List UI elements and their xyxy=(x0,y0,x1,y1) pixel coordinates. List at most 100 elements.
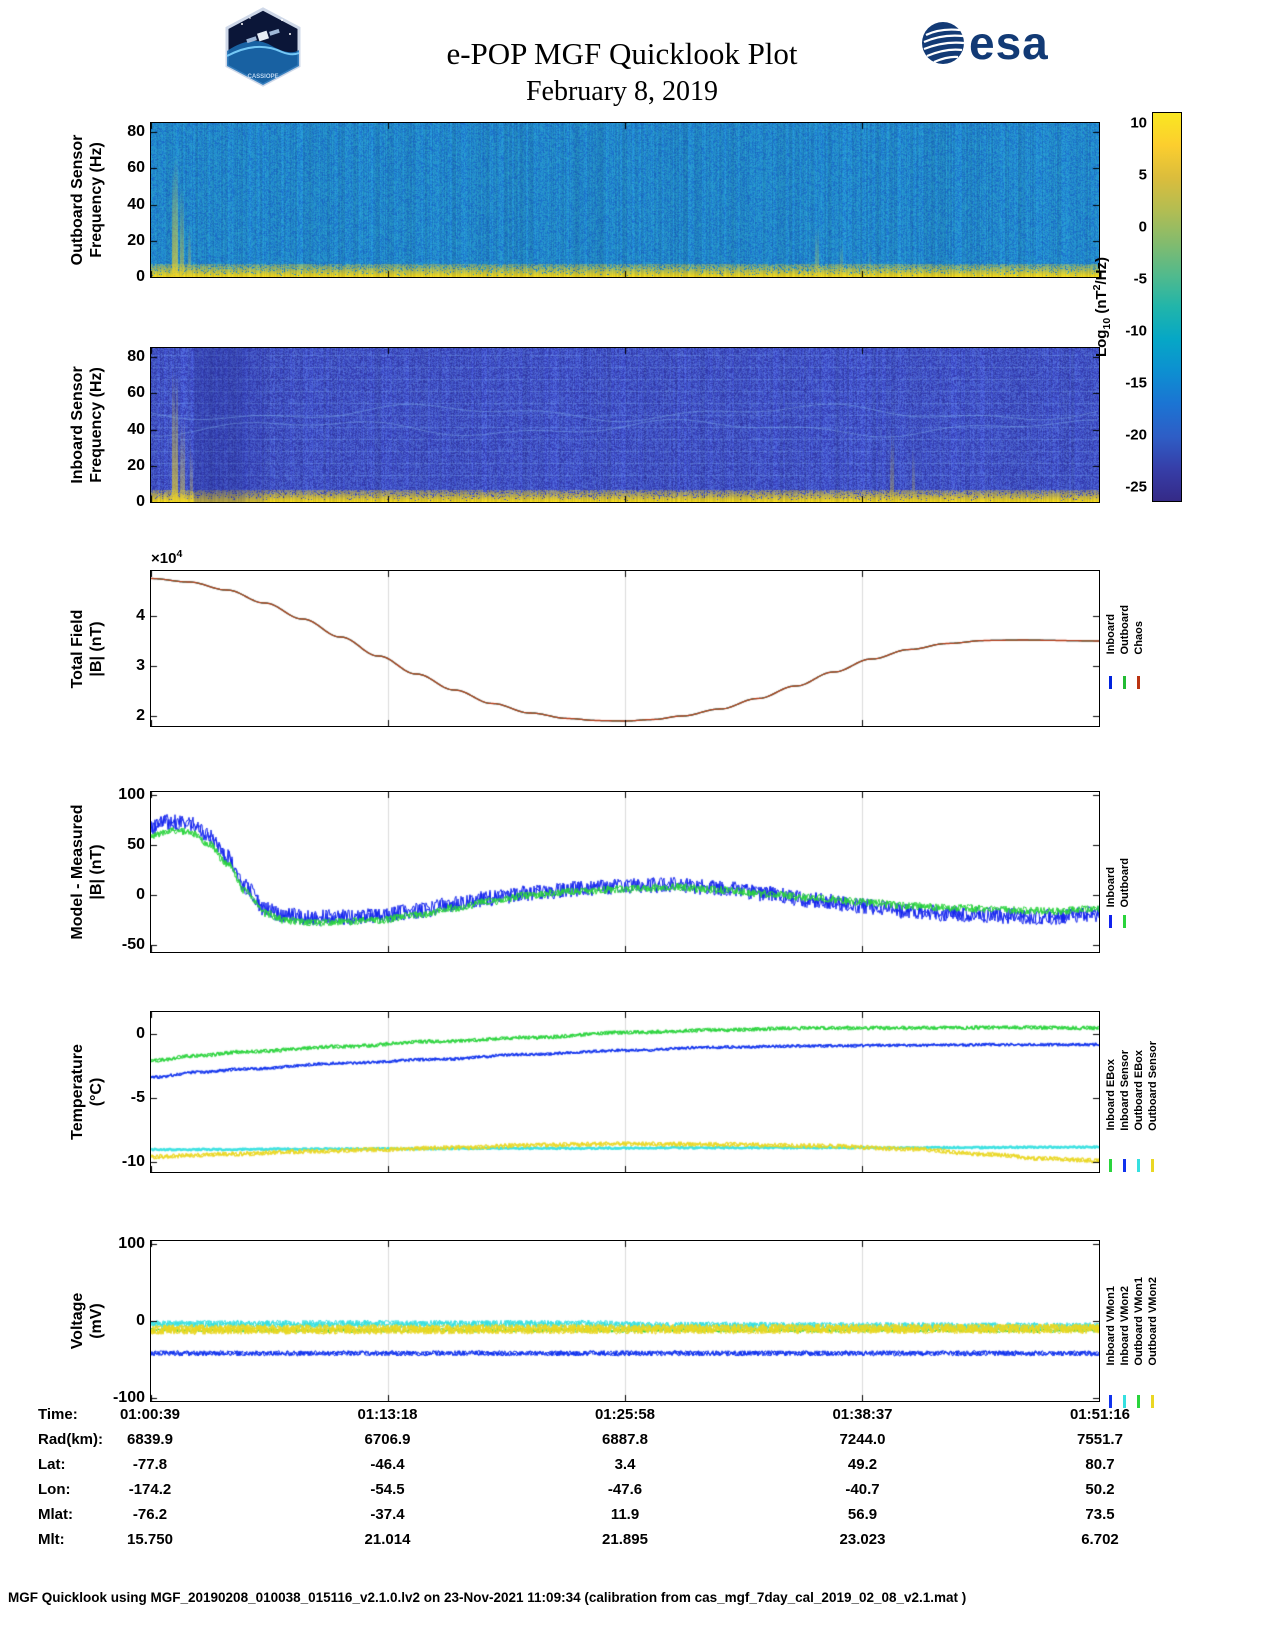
y-tick-label: 0 xyxy=(136,493,145,510)
legend-model-measured: Inboard Outboard xyxy=(1104,792,1131,952)
y-tick-labels: -50 0 50 100 xyxy=(101,786,145,953)
voltage-panel: Voltage (mV) 100 0 -100 Inboard VMon1 Inboa… xyxy=(69,1235,1159,1408)
legend-entry: Outboard xyxy=(1118,571,1131,726)
table-cell: 01:13:18 xyxy=(357,1406,418,1423)
table-cell: 73.5 xyxy=(1085,1506,1115,1523)
table-cell: 6839.9 xyxy=(127,1431,173,1448)
y-tick-labels: 0 20 40 60 80 xyxy=(101,348,145,510)
colorbar: 10 5 0 -5 -10 -15 -20 -25 xyxy=(1125,112,1182,502)
table-row: Rad(km): 6839.9 6706.9 6887.8 7244.0 7551.7 xyxy=(0,1431,1275,1456)
table-row: Mlat: -76.2 -37.4 11.9 56.9 73.5 xyxy=(0,1506,1275,1531)
model-minus-measured-panel: Model - Measured |B| (nT) -50 0 50 100 Inbo… xyxy=(69,786,1131,953)
legend-entry: Outboard xyxy=(1118,792,1131,952)
legend-total-field: Inboard Outboard Chaos xyxy=(1104,571,1145,726)
table-cell: 56.9 xyxy=(847,1506,878,1523)
patch-text: CASSIOPE xyxy=(247,74,278,80)
legend-entry: Outboard VMon2 xyxy=(1146,1241,1159,1408)
table-cell: 6706.9 xyxy=(364,1431,411,1448)
y-tick-label: 40 xyxy=(127,195,145,213)
temperature-canvas xyxy=(151,1012,1099,1172)
legend-temperature: Inboard EBox Inboard Sensor Outboard EBox O… xyxy=(1104,1012,1159,1173)
y-tick-label: -50 xyxy=(121,936,145,953)
colorbar-tick-label: 0 xyxy=(1138,218,1147,236)
legend-entry: Inboard VMon2 xyxy=(1118,1241,1131,1408)
table-cell: -54.5 xyxy=(370,1481,405,1498)
cassiope-mission-patch: CASSIOPE xyxy=(225,7,301,87)
legend-entry: Outboard VMon1 xyxy=(1132,1241,1145,1408)
y-tick-label: -5 xyxy=(130,1088,145,1106)
legend-label: Inboard xyxy=(1105,614,1117,655)
table-row-label: Mlat: xyxy=(38,1506,73,1523)
colorbar-tick-label: -15 xyxy=(1125,374,1147,392)
patch-satellite-icon xyxy=(246,28,280,44)
y-tick-label: 0 xyxy=(136,268,145,285)
colorbar-tick-label: -5 xyxy=(1133,270,1147,288)
legend-color-dash xyxy=(1137,676,1140,690)
legend-label: Outboard VMon1 xyxy=(1133,1277,1145,1366)
spectrogram-inboard-panel: Inboard Sensor Frequency (Hz) 0 20 40 60 80 xyxy=(69,347,1100,510)
table-row-label: Lon: xyxy=(38,1481,71,1498)
title-block: e-POP MGF Quicklook Plot February 8, 201… xyxy=(122,36,1122,108)
table-cell: -46.4 xyxy=(370,1456,405,1473)
table-cell: -76.2 xyxy=(132,1506,168,1523)
table-cell: -37.4 xyxy=(370,1506,405,1523)
y-tick-label: 60 xyxy=(127,159,145,177)
legend-color-dash xyxy=(1137,1394,1140,1408)
table-cell: 7244.0 xyxy=(839,1431,886,1448)
table-cell: 50.2 xyxy=(1085,1481,1115,1498)
legend-color-dash xyxy=(1123,915,1126,929)
legend-entry: Inboard VMon1 xyxy=(1104,1241,1117,1408)
table-row: Time: 01:00:39 01:13:18 01:25:58 01:38:37 01:… xyxy=(0,1406,1275,1431)
legend-label: Outboard xyxy=(1119,857,1131,908)
table-cell: 80.7 xyxy=(1085,1456,1115,1473)
table-cell: 7551.7 xyxy=(1077,1431,1123,1448)
legend-entry: Outboard EBox xyxy=(1132,1012,1145,1173)
y-tick-labels: 100 0 -100 xyxy=(101,1235,145,1406)
esa-wordmark: esa xyxy=(969,17,1049,69)
table-cell: 21.014 xyxy=(364,1531,411,1548)
y-tick-label: -10 xyxy=(121,1152,145,1170)
voltage-canvas xyxy=(151,1241,1099,1401)
legend-entry: Inboard EBox xyxy=(1104,1012,1117,1173)
colorbar-tick-label: -20 xyxy=(1125,426,1147,444)
table-cell: 11.9 xyxy=(610,1506,640,1523)
table-cell: 6.702 xyxy=(1081,1531,1119,1548)
legend-voltage: Inboard VMon1 Inboard VMon2 Outboard VMon1… xyxy=(1104,1241,1159,1408)
table-row-label: Rad(km): xyxy=(38,1431,104,1448)
legend-color-dash xyxy=(1109,1159,1112,1173)
y-tick-label: 40 xyxy=(127,420,145,438)
legend-entry: Inboard Sensor xyxy=(1118,1012,1131,1173)
table-cell: -47.6 xyxy=(607,1481,643,1498)
legend-label: Chaos xyxy=(1133,621,1145,655)
page-title: e-POP MGF Quicklook Plot xyxy=(446,36,798,71)
colorbar-label: Log10 (nT2/Hz) xyxy=(1091,256,1113,358)
legend-label: Inboard EBox xyxy=(1105,1058,1117,1131)
y-tick-label: 60 xyxy=(127,384,145,402)
table-row: Lon: -174.2 -54.5 -47.6 -40.7 50.2 xyxy=(0,1481,1275,1506)
table-cell: 01:00:39 xyxy=(119,1406,181,1423)
y-tick-label: 0 xyxy=(136,1312,145,1329)
model-minus-measured-canvas xyxy=(151,792,1099,952)
spectrogram-inboard-canvas xyxy=(151,348,1099,502)
y-tick-label: 100 xyxy=(118,786,145,803)
table-cell: 3.4 xyxy=(614,1456,636,1473)
y-tick-label: 80 xyxy=(127,123,145,141)
colorbar-tick-label: 10 xyxy=(1130,114,1147,132)
legend-label: Inboard VMon1 xyxy=(1105,1286,1117,1366)
legend-color-dash xyxy=(1109,915,1112,929)
y-tick-labels: 0 20 40 60 80 xyxy=(101,123,145,285)
table-cell: 49.2 xyxy=(847,1456,878,1473)
legend-label: Outboard VMon2 xyxy=(1147,1277,1159,1366)
colorbar-tick-labels: 10 5 0 -5 -10 -15 -20 -25 xyxy=(1103,113,1147,501)
temperature-panel: Temperature (°C) 0 -5 -10 Inboard EBox Inbo… xyxy=(69,1011,1159,1173)
total-field-canvas xyxy=(151,571,1099,726)
y-tick-label: 20 xyxy=(127,231,145,249)
legend-label: Outboard Sensor xyxy=(1147,1040,1159,1131)
spectrogram-outboard-canvas xyxy=(151,123,1099,277)
y-tick-label: 4 xyxy=(136,607,145,624)
table-cell: 6887.8 xyxy=(602,1431,648,1448)
table-row: Mlt: 15.750 21.014 21.895 23.023 6.702 xyxy=(0,1531,1275,1556)
legend-color-dash xyxy=(1151,1394,1154,1408)
legend-label: Inboard Sensor xyxy=(1119,1049,1131,1131)
